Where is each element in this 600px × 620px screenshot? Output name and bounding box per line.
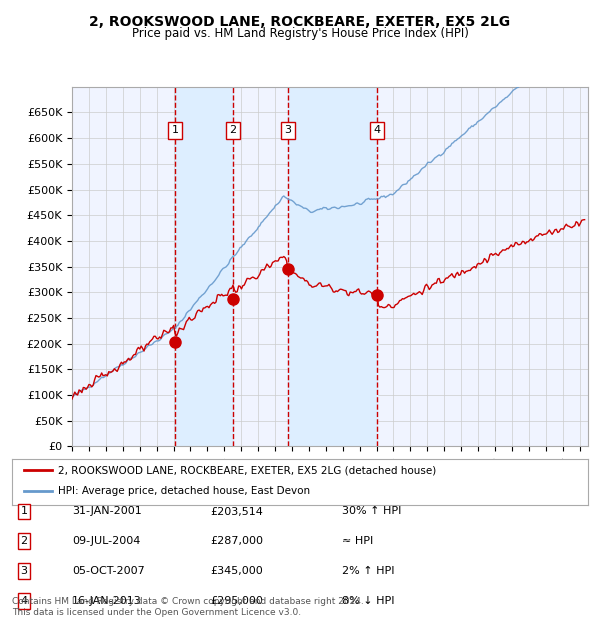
Text: 05-OCT-2007: 05-OCT-2007 [72,566,145,576]
Bar [175,87,233,446]
Text: 09-JUL-2004: 09-JUL-2004 [72,536,140,546]
Text: 2, ROOKSWOOD LANE, ROCKBEARE, EXETER, EX5 2LG: 2, ROOKSWOOD LANE, ROCKBEARE, EXETER, EX… [89,16,511,30]
Text: 16-JAN-2013: 16-JAN-2013 [72,596,142,606]
Text: Price paid vs. HM Land Registry's House Price Index (HPI): Price paid vs. HM Land Registry's House … [131,27,469,40]
Text: Contains HM Land Registry data © Crown copyright and database right 2024.
This d: Contains HM Land Registry data © Crown c… [12,598,364,617]
Text: 2: 2 [229,125,236,135]
Text: 1: 1 [20,507,28,516]
Text: 8% ↓ HPI: 8% ↓ HPI [342,596,395,606]
Text: ≈ HPI: ≈ HPI [342,536,373,546]
Text: £295,000: £295,000 [210,596,263,606]
Text: 4: 4 [374,125,381,135]
Text: HPI: Average price, detached house, East Devon: HPI: Average price, detached house, East… [58,486,310,497]
Text: 3: 3 [284,125,291,135]
Text: 2: 2 [20,536,28,546]
Text: 31-JAN-2001: 31-JAN-2001 [72,507,142,516]
Text: £345,000: £345,000 [210,566,263,576]
Text: 1: 1 [172,125,178,135]
Bar [288,87,377,446]
Text: 2% ↑ HPI: 2% ↑ HPI [342,566,395,576]
Text: 4: 4 [20,596,28,606]
Text: 30% ↑ HPI: 30% ↑ HPI [342,507,401,516]
Text: 3: 3 [20,566,28,576]
Text: £203,514: £203,514 [210,507,263,516]
Text: £287,000: £287,000 [210,536,263,546]
Text: 2, ROOKSWOOD LANE, ROCKBEARE, EXETER, EX5 2LG (detached house): 2, ROOKSWOOD LANE, ROCKBEARE, EXETER, EX… [58,466,436,476]
